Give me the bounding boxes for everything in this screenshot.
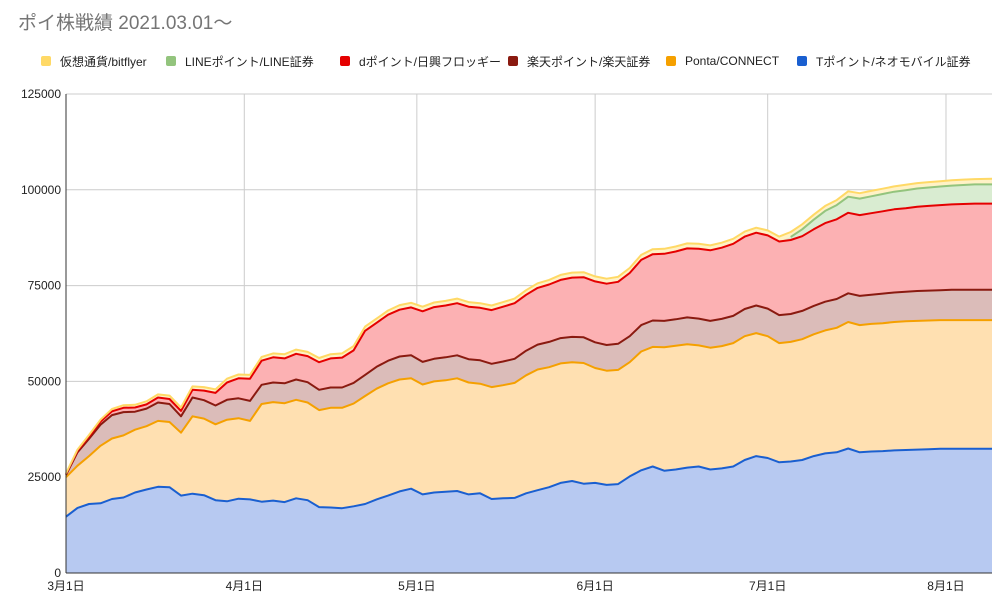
legend-swatch-4 (666, 56, 676, 66)
y-tick-label-4: 100000 (21, 183, 61, 197)
x-tick-label-4: 7月1日 (749, 579, 786, 593)
x-tick-label-2: 5月1日 (398, 579, 435, 593)
chart-legend: 仮想通貨/bitflyer LINEポイント/LINE証券 dポイント/日興フロッギ… (0, 52, 1004, 70)
chart-title: ポイ株戦績 2021.03.01～ (18, 13, 233, 34)
legend-swatch-5 (797, 56, 807, 66)
x-tick-label-3: 6月1日 (576, 579, 613, 593)
legend-label-3: 楽天ポイント/楽天証券 (527, 54, 651, 69)
legend-swatch-3 (508, 56, 518, 66)
legend-label-4: Ponta/CONNECT (685, 54, 780, 68)
line-series-3 (65, 202, 992, 475)
legend-label-5: Tポイント/ネオモバイル証券 (816, 54, 971, 69)
legend-item-2: dポイント/日興フロッギー (340, 52, 501, 70)
y-tick-label-0: 0 (54, 566, 61, 580)
y-tick-label-5: 125000 (21, 87, 61, 101)
area-series-0 (66, 448, 992, 573)
line-series-1 (65, 319, 992, 478)
legend-item-3: 楽天ポイント/楽天証券 (508, 52, 650, 70)
legend-item-0: 仮想通貨/bitflyer (41, 52, 147, 70)
line-series-4 (790, 183, 992, 238)
legend-item-4: Ponta/CONNECT (666, 52, 779, 70)
legend-item-1: LINEポイント/LINE証券 (166, 52, 314, 70)
legend-swatch-0 (41, 56, 51, 66)
y-tick-label-1: 25000 (28, 470, 62, 484)
legend-swatch-2 (340, 56, 350, 66)
x-tick-label-1: 4月1日 (226, 579, 263, 593)
area-series-3 (66, 203, 992, 475)
line-series-0 (65, 447, 992, 518)
line-series-5 (65, 177, 993, 474)
y-tick-label-3: 75000 (28, 279, 62, 293)
x-tick-label-5: 8月1日 (927, 579, 964, 593)
legend-swatch-1 (166, 56, 176, 66)
legend-label-0: 仮想通貨/bitflyer (60, 54, 147, 69)
x-tick-label-0: 3月1日 (47, 579, 84, 593)
legend-label-1: LINEポイント/LINE証券 (185, 54, 314, 69)
line-series-2 (65, 288, 992, 476)
area-series-1 (66, 320, 992, 517)
y-tick-label-2: 50000 (28, 374, 62, 388)
area-series-2 (66, 289, 992, 478)
legend-label-2: dポイント/日興フロッギー (359, 54, 502, 69)
legend-item-5: Tポイント/ネオモバイル証券 (797, 52, 971, 70)
